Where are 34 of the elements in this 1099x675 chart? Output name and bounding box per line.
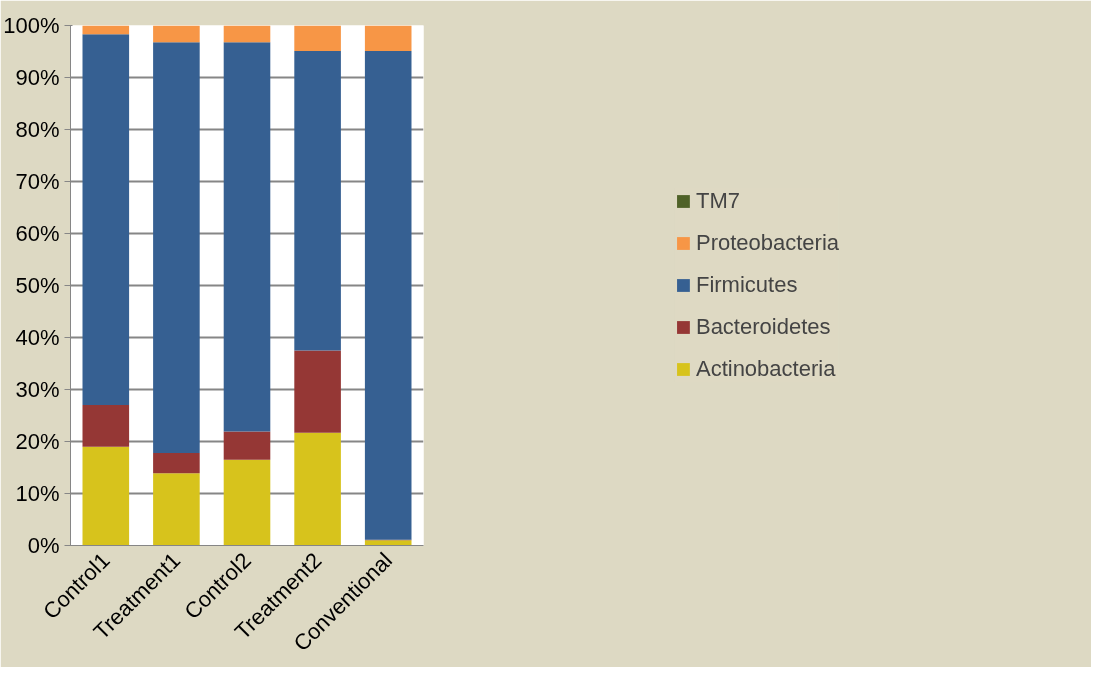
- bar: [153, 452, 200, 474]
- bar: [223, 25, 271, 43]
- bar: [294, 50, 341, 351]
- y-tick-label: 60%: [15, 221, 60, 246]
- bar: [82, 446, 130, 546]
- y-tick-label: 50%: [15, 273, 60, 298]
- legend-label: Bacteroidetes: [695, 314, 831, 340]
- bar: [364, 25, 412, 51]
- bar: [294, 432, 341, 546]
- bar: [82, 34, 130, 406]
- bar: [223, 459, 271, 546]
- bar: [153, 42, 200, 453]
- y-tick-label: 90%: [15, 65, 60, 90]
- y-tick-label: 0%: [27, 533, 60, 558]
- legend-label: Firmicutes: [695, 272, 798, 298]
- legend-label: Actinobacteria: [695, 356, 836, 382]
- y-tick-label: 10%: [15, 481, 60, 506]
- bar: [364, 50, 412, 540]
- bar: [153, 25, 200, 43]
- bar: [223, 431, 271, 460]
- y-tick-label: 80%: [15, 117, 60, 142]
- y-tick-label: 40%: [15, 325, 60, 350]
- bar: [82, 405, 130, 447]
- y-tick-label: 100%: [3, 13, 60, 38]
- legend-label: Proteobacteria: [695, 230, 840, 256]
- y-tick-label: 30%: [15, 377, 60, 402]
- y-tick-label: 20%: [15, 429, 60, 454]
- bar: [153, 473, 200, 546]
- legend-label: TM7: [695, 188, 740, 214]
- bar: [223, 42, 271, 432]
- bar: [294, 350, 341, 433]
- y-tick-label: 70%: [15, 169, 60, 194]
- bar: [294, 25, 341, 51]
- bar: [364, 540, 412, 546]
